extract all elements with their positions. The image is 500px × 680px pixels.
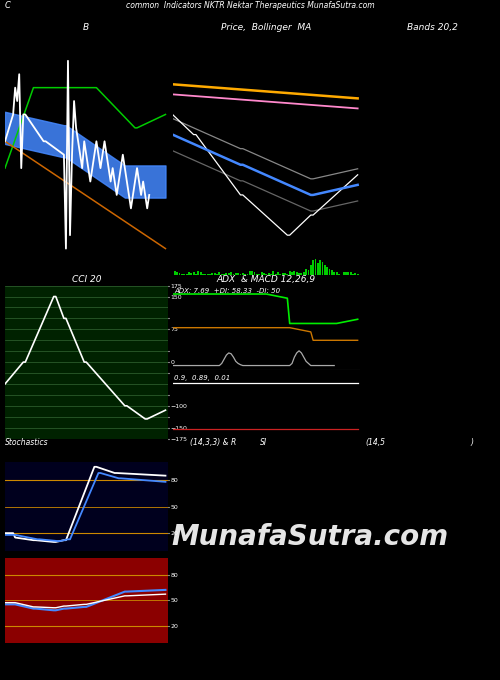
Bar bbox=[192, 272, 194, 275]
Bar bbox=[350, 272, 352, 275]
Text: ADX  & MACD 12,26,9: ADX & MACD 12,26,9 bbox=[216, 275, 316, 284]
Bar bbox=[209, 273, 211, 275]
Bar bbox=[274, 273, 276, 275]
Bar bbox=[282, 273, 284, 275]
Bar bbox=[289, 271, 290, 275]
Bar bbox=[246, 274, 248, 275]
Bar bbox=[254, 272, 256, 275]
Bar bbox=[336, 272, 338, 275]
Bar bbox=[284, 273, 286, 275]
Bar bbox=[174, 271, 176, 275]
Text: MunafaSutra.com: MunafaSutra.com bbox=[172, 523, 448, 551]
Bar bbox=[286, 274, 288, 275]
Text: ): ) bbox=[470, 439, 473, 447]
Text: Bands 20,2: Bands 20,2 bbox=[407, 22, 458, 31]
Bar bbox=[188, 271, 190, 275]
Bar bbox=[228, 273, 230, 275]
Bar bbox=[260, 272, 262, 275]
Text: SI: SI bbox=[260, 439, 267, 447]
Bar bbox=[204, 274, 206, 275]
Bar bbox=[268, 273, 270, 275]
Text: (14,5: (14,5 bbox=[365, 439, 385, 447]
Bar bbox=[296, 271, 298, 275]
Bar bbox=[298, 273, 300, 275]
Bar bbox=[242, 273, 244, 275]
Text: Price,  Bollinger  MA: Price, Bollinger MA bbox=[221, 22, 312, 31]
Bar bbox=[230, 272, 232, 275]
Bar bbox=[354, 273, 356, 275]
Text: 0.9,  0.89,  0.01: 0.9, 0.89, 0.01 bbox=[174, 375, 231, 381]
Bar bbox=[345, 272, 347, 275]
Bar bbox=[221, 274, 222, 275]
Bar bbox=[186, 274, 188, 275]
Bar bbox=[226, 273, 228, 275]
Bar bbox=[181, 274, 183, 275]
Bar bbox=[305, 269, 307, 275]
Bar bbox=[310, 265, 312, 275]
Bar bbox=[206, 274, 208, 275]
Bar bbox=[178, 273, 180, 275]
Bar bbox=[294, 271, 296, 275]
Bar bbox=[326, 267, 328, 275]
Bar bbox=[291, 272, 293, 275]
Bar bbox=[202, 274, 204, 275]
Bar bbox=[190, 273, 192, 275]
Bar bbox=[214, 273, 216, 275]
Bar bbox=[237, 273, 239, 275]
Text: B: B bbox=[83, 22, 89, 31]
Bar bbox=[223, 273, 225, 275]
Bar bbox=[317, 262, 319, 275]
Text: CCI 20: CCI 20 bbox=[72, 275, 101, 284]
Bar bbox=[272, 271, 274, 275]
Bar bbox=[244, 274, 246, 275]
Text: Stochastics: Stochastics bbox=[5, 439, 49, 447]
Bar bbox=[342, 272, 344, 275]
Bar bbox=[249, 271, 251, 275]
Bar bbox=[338, 274, 340, 275]
Bar bbox=[319, 260, 321, 275]
Bar bbox=[322, 262, 324, 275]
Bar bbox=[280, 273, 281, 275]
Bar bbox=[334, 272, 335, 275]
Bar bbox=[232, 274, 234, 275]
Bar bbox=[212, 273, 214, 275]
Bar bbox=[303, 272, 304, 275]
Bar bbox=[216, 273, 218, 275]
Bar bbox=[324, 265, 326, 275]
Bar bbox=[352, 274, 354, 275]
Bar bbox=[312, 260, 314, 275]
Text: (14,3,3) & R: (14,3,3) & R bbox=[190, 439, 236, 447]
Bar bbox=[172, 273, 173, 275]
Bar bbox=[252, 271, 253, 275]
Bar bbox=[256, 273, 258, 275]
Bar bbox=[200, 272, 202, 275]
Bar bbox=[277, 272, 279, 275]
Bar bbox=[258, 274, 260, 275]
Bar bbox=[184, 274, 185, 275]
Bar bbox=[314, 258, 316, 275]
Text: ADX: 7.69  +DI: 58.33  -DI: 50: ADX: 7.69 +DI: 58.33 -DI: 50 bbox=[174, 288, 281, 294]
Bar bbox=[176, 272, 178, 275]
Bar bbox=[235, 273, 236, 275]
Bar bbox=[308, 271, 310, 275]
Bar bbox=[328, 269, 330, 275]
Bar bbox=[198, 271, 199, 275]
Bar bbox=[263, 273, 265, 275]
Bar bbox=[356, 274, 358, 275]
Bar bbox=[300, 273, 302, 275]
Bar bbox=[331, 271, 333, 275]
Bar bbox=[348, 272, 349, 275]
Text: common  Indicators NKTR Nektar Therapeutics MunafaSutra.com: common Indicators NKTR Nektar Therapeuti… bbox=[126, 1, 374, 10]
Bar bbox=[218, 273, 220, 275]
Bar bbox=[266, 274, 267, 275]
Text: C: C bbox=[5, 1, 11, 10]
